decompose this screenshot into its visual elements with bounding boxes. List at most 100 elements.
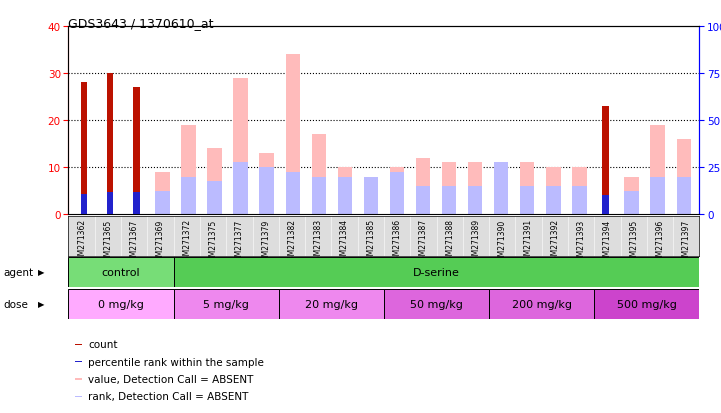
Text: GSM271384: GSM271384 (340, 219, 349, 265)
Text: percentile rank within the sample: percentile rank within the sample (88, 357, 264, 367)
Bar (650, 126, 665, 215)
Bar (311, 177, 326, 215)
Bar (468, 163, 482, 215)
Text: GSM271397: GSM271397 (682, 219, 691, 265)
Bar (155, 191, 169, 215)
Bar (133, 88, 140, 215)
Bar (624, 177, 639, 215)
Bar (494, 163, 508, 215)
Text: GSM271393: GSM271393 (577, 219, 585, 265)
Text: GSM271395: GSM271395 (629, 219, 638, 265)
Text: GSM271386: GSM271386 (392, 219, 402, 265)
Bar (390, 168, 404, 215)
Bar (572, 168, 587, 215)
Text: GSM271375: GSM271375 (208, 219, 218, 265)
Bar (174, 289, 279, 319)
Bar (624, 191, 639, 215)
Text: 0 mg/kg: 0 mg/kg (98, 299, 144, 309)
Text: count: count (88, 339, 118, 349)
Text: 200 mg/kg: 200 mg/kg (512, 299, 572, 309)
Bar (494, 163, 508, 215)
Bar (107, 74, 113, 215)
Text: GSM271387: GSM271387 (419, 219, 428, 265)
Bar (547, 168, 560, 215)
Text: GSM271362: GSM271362 (77, 219, 86, 265)
Bar (384, 289, 489, 319)
Bar (234, 78, 248, 215)
Bar (676, 140, 691, 215)
Bar (594, 289, 699, 319)
Bar (489, 289, 594, 319)
Text: GSM271382: GSM271382 (288, 219, 296, 265)
Text: GSM271388: GSM271388 (445, 219, 454, 265)
Text: GSM271379: GSM271379 (261, 219, 270, 265)
Bar (174, 257, 699, 287)
Bar (337, 168, 352, 215)
Bar (468, 187, 482, 215)
Text: GSM271394: GSM271394 (603, 219, 612, 265)
Bar (390, 173, 404, 215)
Bar (602, 196, 609, 215)
Bar (286, 55, 300, 215)
Bar (520, 163, 534, 215)
Bar (279, 289, 384, 319)
Bar (81, 83, 87, 215)
Bar (181, 126, 195, 215)
Text: 20 mg/kg: 20 mg/kg (305, 299, 358, 309)
Bar (155, 173, 169, 215)
Text: GSM271392: GSM271392 (550, 219, 559, 265)
Text: GSM271396: GSM271396 (655, 219, 665, 265)
Text: GSM271389: GSM271389 (472, 219, 480, 265)
Text: GDS3643 / 1370610_at: GDS3643 / 1370610_at (68, 17, 214, 29)
Text: rank, Detection Call = ABSENT: rank, Detection Call = ABSENT (88, 392, 248, 401)
Text: GSM271377: GSM271377 (235, 219, 244, 265)
Bar (676, 177, 691, 215)
Bar (442, 163, 456, 215)
Text: GSM271372: GSM271372 (182, 219, 191, 265)
Text: GSM271385: GSM271385 (366, 219, 376, 265)
Bar (416, 187, 430, 215)
Bar (75, 344, 81, 345)
Bar (337, 177, 352, 215)
Bar (260, 154, 274, 215)
Bar (68, 257, 174, 287)
Text: GSM271367: GSM271367 (130, 219, 138, 265)
Bar (311, 135, 326, 215)
Text: 5 mg/kg: 5 mg/kg (203, 299, 249, 309)
Bar (520, 187, 534, 215)
Bar (75, 396, 81, 397)
Text: ▶: ▶ (37, 299, 44, 309)
Bar (208, 182, 221, 215)
Text: GSM271391: GSM271391 (524, 219, 533, 265)
Bar (547, 187, 560, 215)
Text: ▶: ▶ (37, 268, 44, 277)
Bar (68, 289, 174, 319)
Bar (107, 192, 113, 215)
Bar (260, 168, 274, 215)
Bar (234, 163, 248, 215)
Text: D-serine: D-serine (413, 267, 460, 277)
Bar (363, 177, 378, 215)
Text: 50 mg/kg: 50 mg/kg (410, 299, 463, 309)
Text: agent: agent (4, 267, 34, 277)
Text: GSM271365: GSM271365 (103, 219, 112, 265)
Text: control: control (102, 267, 141, 277)
Bar (650, 177, 665, 215)
Bar (442, 187, 456, 215)
Bar (208, 149, 221, 215)
Bar (181, 177, 195, 215)
Bar (416, 158, 430, 215)
Bar (572, 187, 587, 215)
Bar (363, 177, 378, 215)
Text: GSM271383: GSM271383 (314, 219, 323, 265)
Bar (81, 194, 87, 215)
Text: GSM271369: GSM271369 (156, 219, 165, 265)
Text: 500 mg/kg: 500 mg/kg (617, 299, 677, 309)
Bar (75, 361, 81, 363)
Text: value, Detection Call = ABSENT: value, Detection Call = ABSENT (88, 374, 253, 384)
Text: dose: dose (4, 299, 29, 309)
Bar (133, 192, 140, 215)
Bar (602, 107, 609, 215)
Bar (286, 173, 300, 215)
Text: GSM271390: GSM271390 (497, 219, 507, 265)
